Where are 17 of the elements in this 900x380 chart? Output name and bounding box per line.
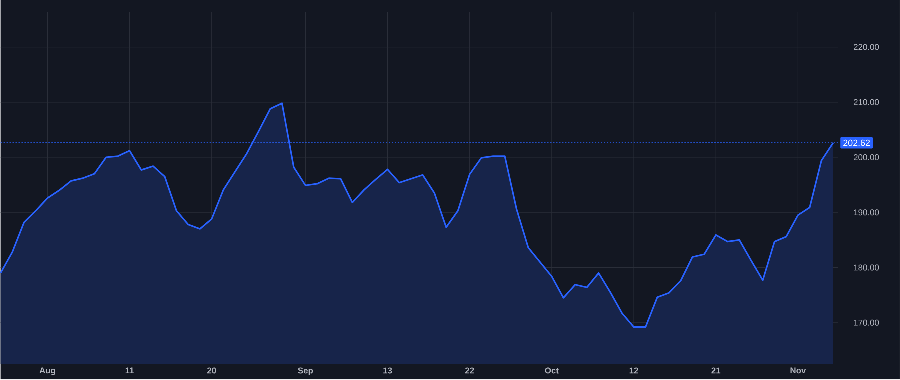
x-tick-label: Oct xyxy=(545,368,559,374)
x-tick-label: 22 xyxy=(465,368,474,374)
x-tick-label: 13 xyxy=(384,368,392,374)
x-tick-label: Sep xyxy=(298,368,314,376)
y-tick-label: 220.00 xyxy=(854,44,880,50)
y-tick-label: 210.00 xyxy=(854,100,880,106)
x-tick-label: 11 xyxy=(126,368,134,374)
x-tick-label: 12 xyxy=(630,368,638,374)
y-tick-label: 180.00 xyxy=(854,264,880,271)
x-tick-label: Nov xyxy=(790,368,806,374)
x-tick-label: 20 xyxy=(207,368,216,374)
x-tick-label: 21 xyxy=(712,368,721,374)
ref-line-label: 202.62 xyxy=(844,140,870,146)
y-tick-label: 170.00 xyxy=(854,320,880,326)
x-tick-label: Aug xyxy=(40,368,56,376)
y-tick-label: 200.00 xyxy=(854,154,880,161)
y-tick-label: 190.00 xyxy=(854,210,880,216)
